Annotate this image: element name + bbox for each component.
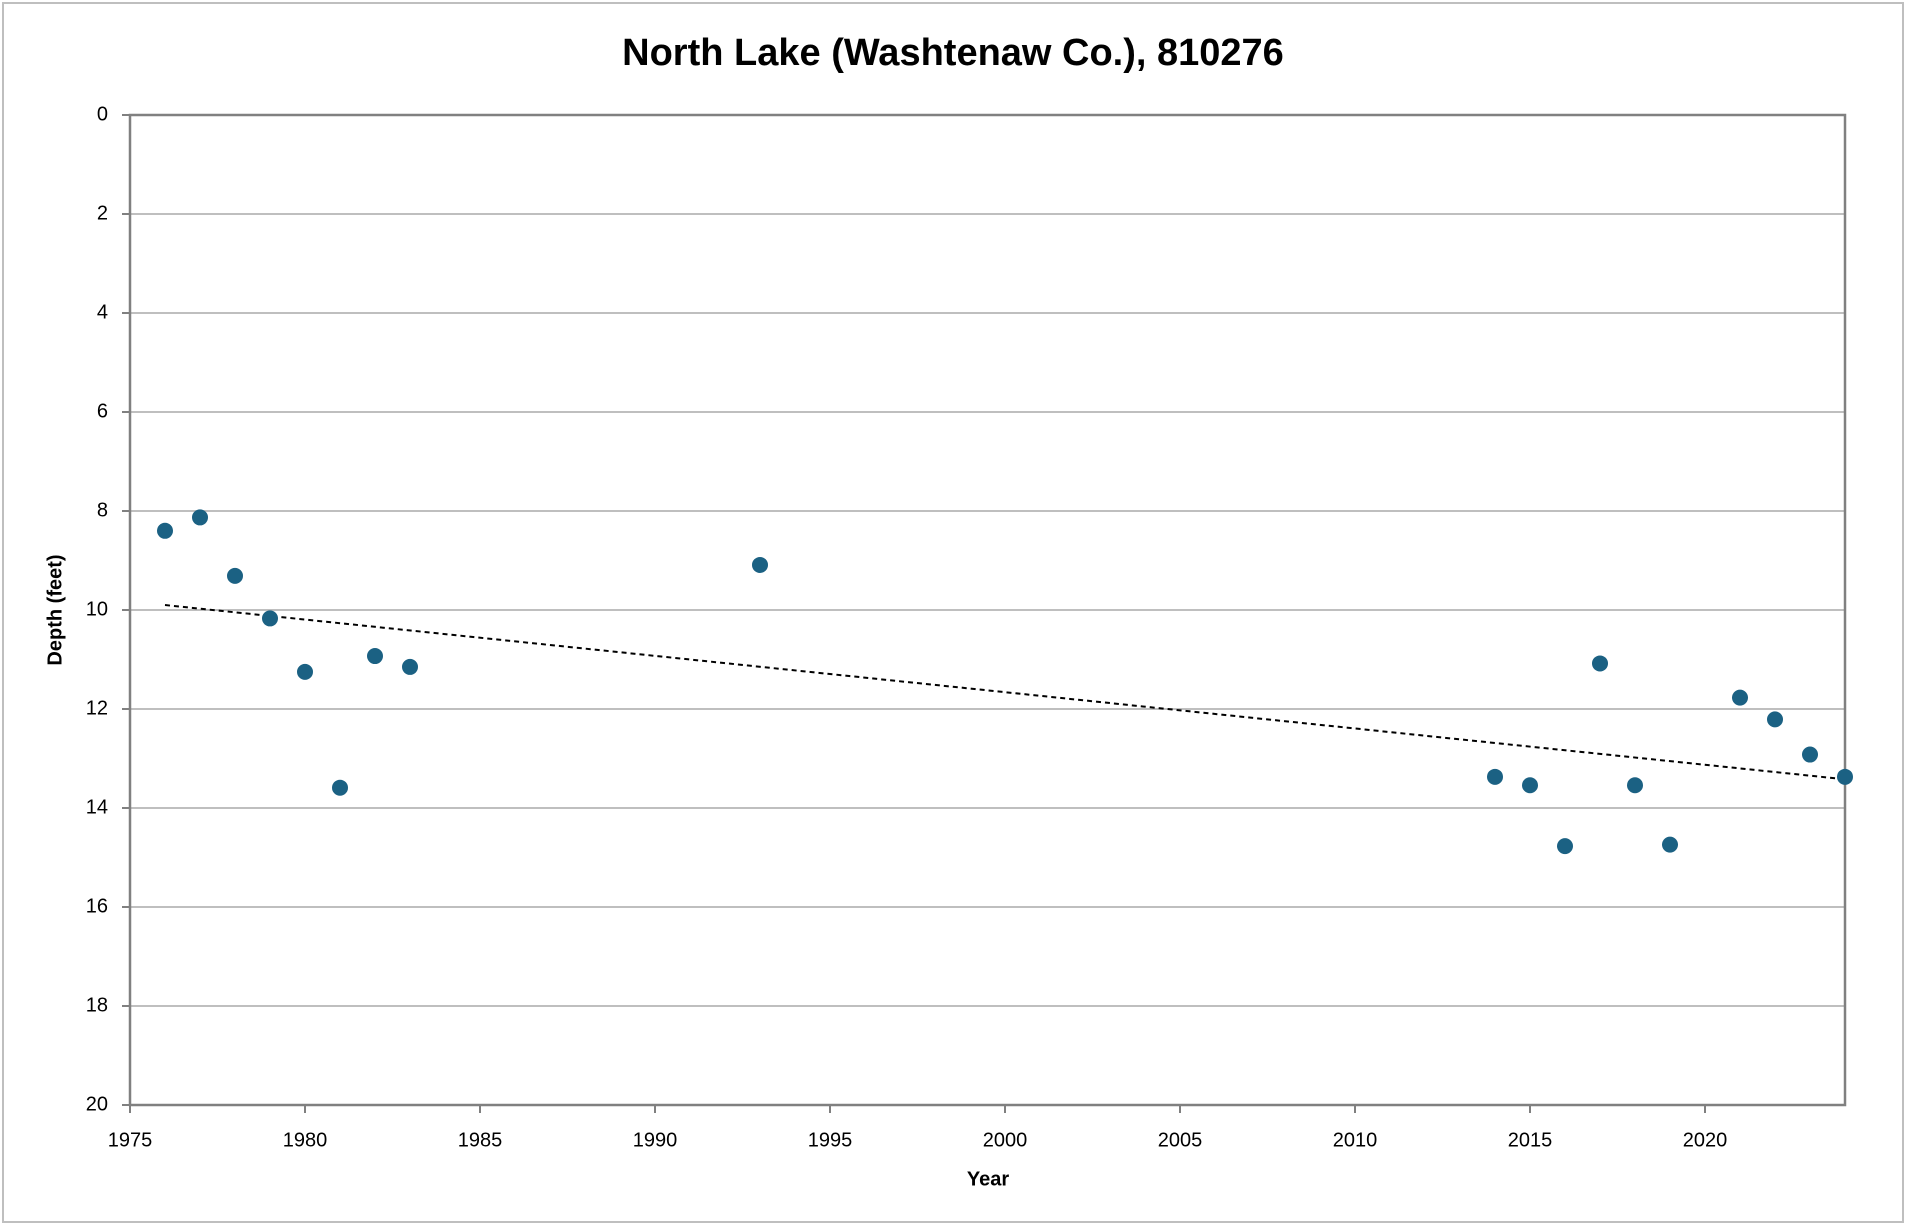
y-tick-label: 8	[97, 499, 108, 521]
chart-title: North Lake (Washtenaw Co.), 810276	[622, 32, 1284, 74]
x-tick-label: 1985	[458, 1129, 503, 1151]
x-tick-label: 2015	[1508, 1129, 1553, 1151]
y-tick-label: 14	[86, 796, 108, 818]
data-point	[752, 556, 768, 573]
data-point	[1627, 777, 1643, 794]
data-point	[227, 567, 243, 584]
data-point	[402, 658, 418, 675]
x-tick-label: 1975	[108, 1129, 153, 1151]
x-tick-label: 2010	[1333, 1129, 1378, 1151]
data-point	[192, 509, 208, 526]
x-tick-label: 2020	[1683, 1129, 1728, 1151]
data-point	[1557, 838, 1573, 855]
y-tick-label: 12	[86, 697, 108, 719]
x-tick-label: 2005	[1158, 1129, 1203, 1151]
data-point	[1767, 711, 1783, 728]
data-point	[1522, 777, 1538, 794]
data-point	[1487, 768, 1503, 785]
x-axis-label: Year	[967, 1168, 1009, 1190]
data-point	[332, 779, 348, 796]
data-point	[1662, 836, 1678, 853]
data-point	[157, 522, 173, 539]
y-tick-label: 18	[86, 994, 108, 1016]
y-axis-label: Depth (feet)	[44, 554, 66, 665]
data-point	[262, 610, 278, 627]
x-tick-label: 1990	[633, 1129, 678, 1151]
data-point	[297, 663, 313, 680]
x-tick-label: 1980	[283, 1129, 328, 1151]
data-point	[1802, 746, 1818, 763]
plot-frame	[128, 113, 1847, 1107]
trendline	[164, 604, 1846, 781]
data-point	[1837, 768, 1853, 785]
y-tick-label: 2	[97, 202, 108, 224]
data-point	[1592, 655, 1608, 672]
x-tick-label: 1995	[808, 1129, 853, 1151]
data-point	[1732, 689, 1748, 706]
x-tick-label: 2000	[983, 1129, 1028, 1151]
y-tick-label: 4	[97, 301, 108, 323]
data-point	[367, 648, 383, 665]
y-tick-label: 16	[86, 895, 108, 917]
y-tick-label: 20	[86, 1093, 108, 1115]
y-tick-label: 0	[97, 103, 108, 125]
y-tick-label: 10	[86, 598, 108, 620]
y-tick-label: 6	[97, 400, 108, 422]
